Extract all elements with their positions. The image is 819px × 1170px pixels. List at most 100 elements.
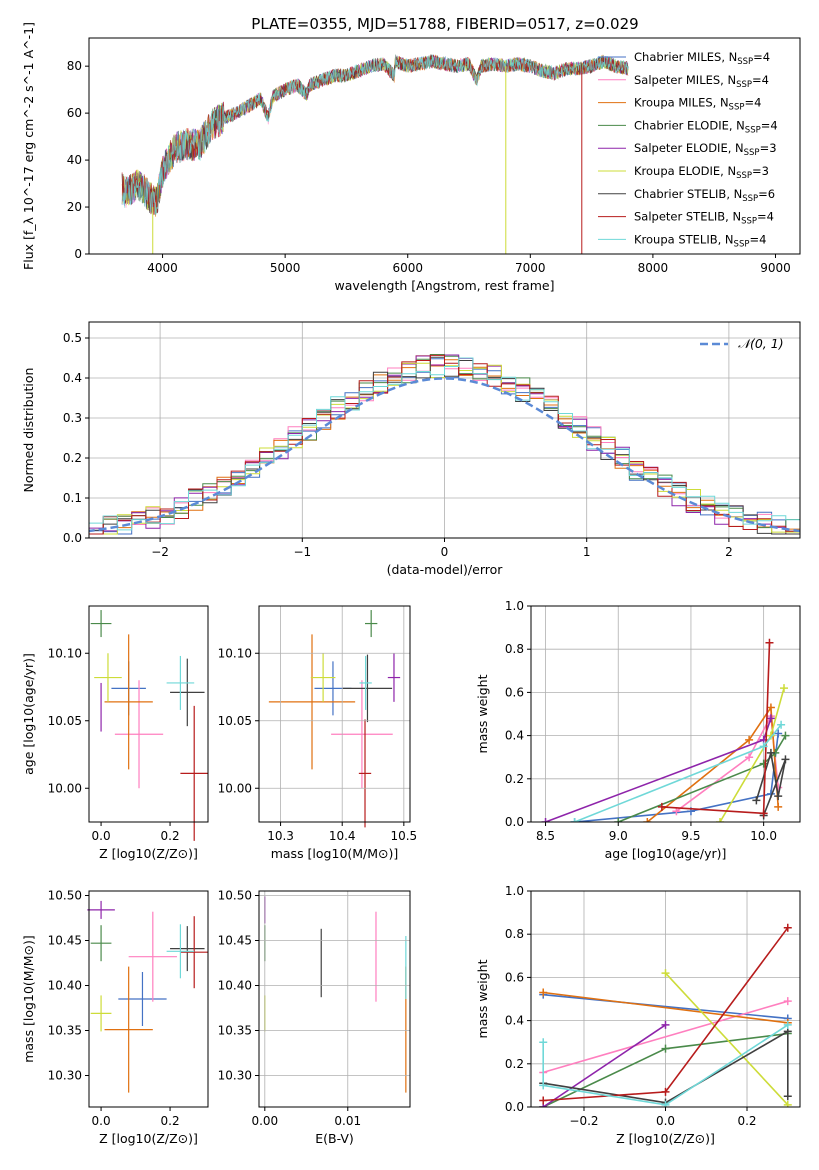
normal-curve	[89, 377, 800, 533]
panel-mass_vs_EBV: 0.00 0.01 10.30 10.35 10.40 10.45 10.50 E(B-V)	[218, 889, 411, 1146]
x-tick-label: −2	[151, 545, 169, 559]
weight-marker	[716, 818, 725, 822]
y-tick-label: 0.8	[505, 642, 524, 656]
x-tick-label: 8.5	[536, 829, 555, 843]
data-point	[170, 658, 205, 727]
weight-marker	[541, 818, 550, 822]
weight-marker	[766, 748, 775, 757]
weight-marker	[774, 792, 783, 801]
legend-label: 𝒩(0, 1)	[738, 336, 784, 351]
x-tick-label: 5000	[270, 261, 301, 275]
weight-marker	[745, 753, 754, 762]
y-tick-label: 0.4	[505, 1014, 524, 1028]
x-tick-label: 0.2	[161, 1114, 180, 1128]
x-tick-label: 10.5	[390, 829, 417, 843]
data-point	[268, 634, 356, 770]
y-tick-label: 10.30	[218, 1069, 252, 1083]
weight-marker	[661, 1020, 670, 1029]
weight-marker	[661, 1100, 670, 1107]
y-tick-label: 40	[67, 153, 82, 167]
weight-marker	[777, 720, 786, 729]
weight-marker	[765, 638, 774, 647]
panel-mass_vs_Z: 0.0 0.2 10.30 10.35 10.40 10.45 10.50 Z [log10(…	[21, 889, 209, 1146]
weight-marker	[783, 923, 792, 932]
x-tick-label: 10.3	[267, 829, 294, 843]
legend-label: Chabrier ELODIE, NSSP=4	[634, 118, 778, 135]
y-tick-label: 10.40	[48, 979, 82, 993]
x-tick-label: 9.5	[681, 829, 700, 843]
data-point	[358, 719, 372, 828]
legend-label: Salpeter ELODIE, NSSP=3	[634, 141, 777, 158]
data-point	[331, 680, 393, 789]
legend-label: Salpeter MILES, NSSP=4	[634, 73, 769, 90]
weight-series	[664, 972, 789, 1106]
data-point	[365, 610, 378, 638]
panel-age_vs_mass: 10.3 10.4 10.5 10.00 10.05 10.10 mass [log10(M…	[218, 605, 417, 861]
x-tick-label: 7000	[515, 261, 546, 275]
y-tick-label: 0.0	[63, 531, 82, 545]
y-axis-label: mass weight	[475, 959, 490, 1038]
legend-label: Kroupa MILES, NSSP=4	[634, 96, 761, 113]
y-tick-label: 0.0	[505, 1100, 524, 1114]
data-point	[128, 911, 177, 1002]
y-tick-label: 0.2	[505, 772, 524, 786]
weight-marker	[783, 1092, 792, 1101]
weight-marker	[774, 729, 783, 738]
x-axis-label: mass [log10(M/M⊙)]	[271, 846, 399, 861]
weight-series	[543, 1030, 789, 1104]
x-axis-label: (data-model)/error	[387, 562, 504, 577]
y-axis-label: age [log10(age/yr)]	[21, 653, 36, 775]
y-tick-label: 0.1	[63, 491, 82, 505]
figure-title: PLATE=0355, MJD=51788, FIBERID=0517, z=0…	[251, 15, 638, 33]
panel-weight_vs_Z: −0.2 0.0 0.2 0.0 0.2 0.4 0.6 0.8 1.0 Z [log10(Z/Z…	[475, 884, 801, 1146]
weight-marker	[657, 802, 666, 811]
weight-series	[646, 705, 779, 822]
histogram-steps	[89, 356, 800, 535]
spectrum-series	[121, 54, 629, 215]
x-axis-label: Z [log10(Z/Z⊙)]	[99, 846, 198, 861]
y-tick-label: 0.4	[63, 371, 82, 385]
x-tick-label: 2	[725, 545, 733, 559]
data-point	[90, 610, 112, 638]
weight-marker	[539, 988, 548, 997]
y-tick-label: 10.35	[48, 1024, 82, 1038]
weight-series	[543, 993, 788, 1020]
weight-marker	[774, 802, 783, 811]
weight-lines	[539, 923, 792, 1107]
y-tick-label: 0.6	[505, 970, 524, 984]
panel-residuals: −2 −1 0 1 2 0.0 0.1 0.2 0.3 0.4 0.5 (data-model)/er…	[21, 321, 801, 577]
y-tick-label: 0.6	[505, 685, 524, 699]
weight-marker	[539, 1038, 548, 1047]
data-point	[180, 916, 208, 989]
weight-series	[542, 1024, 666, 1107]
histogram-steps	[89, 357, 800, 535]
y-tick-label: 0.5	[63, 331, 82, 345]
x-tick-label: 1	[583, 545, 591, 559]
y-tick-label: 60	[67, 106, 82, 120]
weight-marker	[781, 731, 790, 740]
x-tick-label: −0.2	[569, 1114, 598, 1128]
x-axis-label: Z [log10(Z/Z⊙)]	[99, 1131, 198, 1146]
y-tick-label: 80	[67, 59, 82, 73]
weight-series	[542, 1000, 789, 1074]
y-tick-label: 10.50	[218, 889, 252, 903]
plot-frame	[258, 890, 411, 1108]
weight-marker	[745, 735, 754, 744]
y-tick-label: 10.45	[48, 934, 82, 948]
plot-frame	[530, 605, 801, 823]
panel-weight_vs_age: 8.5 9.0 9.5 10.0 0.0 0.2 0.4 0.6 0.8 1.0 age [log1…	[475, 599, 801, 861]
data-point	[387, 653, 401, 702]
data-point	[166, 924, 195, 979]
weight-series	[755, 752, 787, 816]
y-tick-label: 10.30	[48, 1069, 82, 1083]
y-axis-label: mass weight	[475, 674, 490, 753]
data-point	[118, 972, 167, 1026]
weight-marker	[570, 818, 579, 822]
y-tick-label: 1.0	[505, 884, 524, 898]
data-point	[170, 926, 205, 972]
panel-age_vs_Z: 0.0 0.2 10.00 10.05 10.10 Z [log10(Z/Z⊙)] age …	[21, 605, 209, 861]
x-tick-label: 9000	[760, 261, 791, 275]
y-axis-label: Normed distribution	[21, 368, 36, 493]
y-tick-label: 0.4	[505, 729, 524, 743]
